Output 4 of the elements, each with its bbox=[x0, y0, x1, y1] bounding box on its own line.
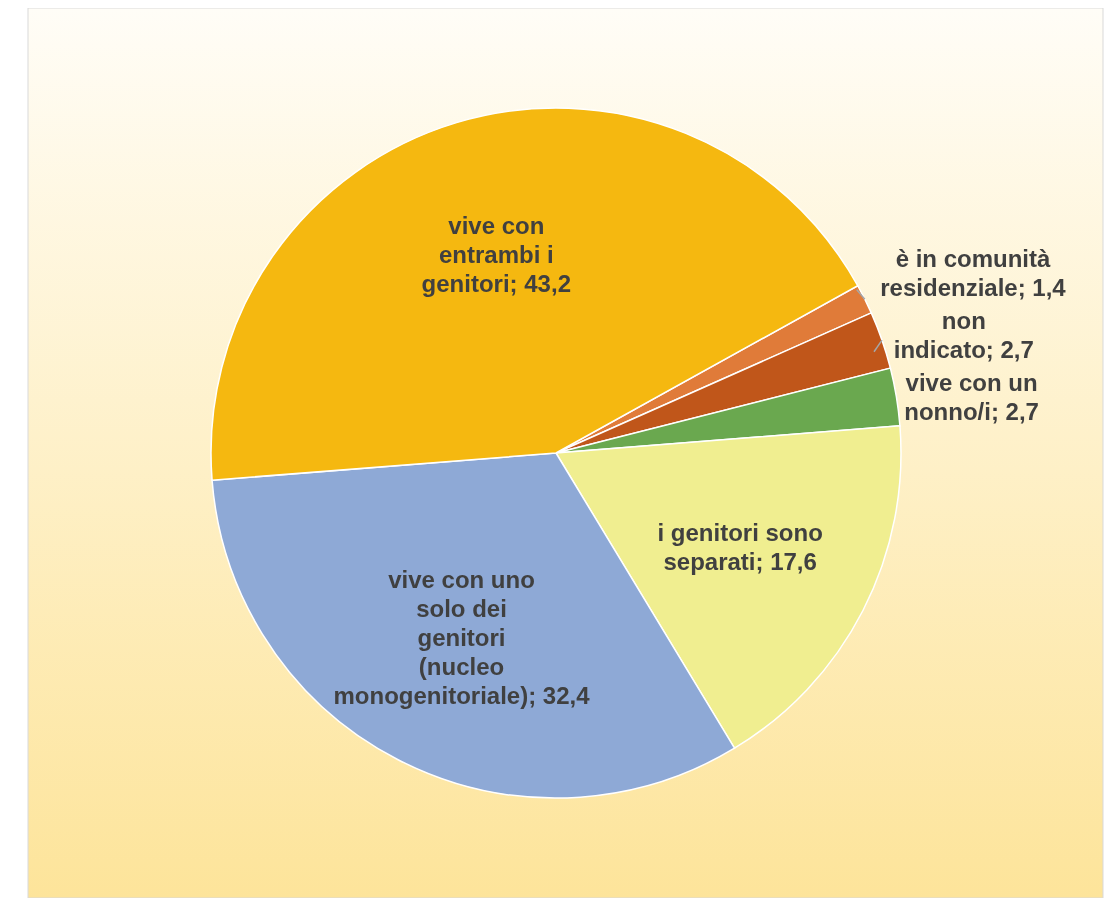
slice-label: i genitori sono separati; 17,6 bbox=[657, 519, 823, 576]
slice-label: vive con un nonno/i; 2,7 bbox=[904, 368, 1039, 425]
slice-label: vive con entrambi i genitori; 43,2 bbox=[421, 212, 571, 298]
slice-label: vive con uno solo dei genitori (nucleo monogenitoriale); 32,4 bbox=[333, 565, 591, 709]
